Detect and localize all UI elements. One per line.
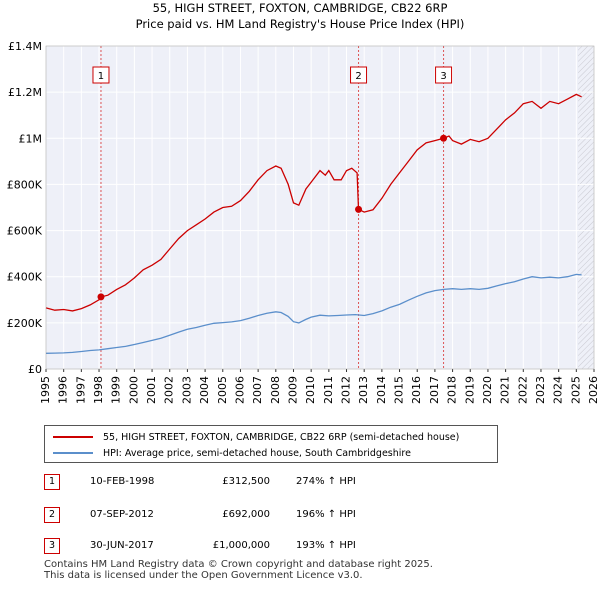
x-tick-label: 2013: [357, 376, 370, 404]
x-tick-label: 2026: [587, 376, 600, 404]
y-tick-label: £800K: [7, 178, 43, 191]
x-tick-label: 2022: [516, 376, 529, 404]
x-tick-label: 2001: [145, 376, 158, 404]
y-tick-label: £1.4M: [8, 40, 42, 53]
chart-title: 55, HIGH STREET, FOXTON, CAMBRIDGE, CB22…: [153, 1, 448, 15]
sale-hpi-change: 274% ↑ HPI: [296, 476, 356, 487]
x-tick-label: 2016: [410, 376, 423, 404]
sale-price: £312,500: [222, 476, 270, 487]
sale-marker-label: 2: [44, 507, 60, 523]
y-tick-label: £200K: [7, 317, 43, 330]
x-tick-label: 1999: [110, 376, 123, 404]
footer-licence: This data is licensed under the Open Gov…: [44, 570, 363, 581]
sale-point: [440, 134, 448, 142]
sale-price: £692,000: [222, 509, 270, 520]
legend-label-property: 55, HIGH STREET, FOXTON, CAMBRIDGE, CB22…: [103, 431, 460, 443]
x-tick-label: 2007: [251, 376, 264, 404]
sale-hpi-change: 193% ↑ HPI: [296, 540, 356, 551]
sale-date: 07-SEP-2012: [90, 509, 154, 520]
x-tick-label: 2008: [269, 376, 282, 404]
x-tick-label: 1997: [74, 376, 87, 404]
x-tick-label: 2003: [180, 376, 193, 404]
transaction-row: 2 07-SEP-2012 £692,000 196% ↑ HPI: [44, 507, 564, 525]
x-tick-label: 2020: [481, 376, 494, 404]
legend-item-property: 55, HIGH STREET, FOXTON, CAMBRIDGE, CB22…: [53, 429, 459, 445]
sale-point: [97, 293, 105, 301]
x-tick-label: 2011: [322, 376, 335, 404]
x-tick-label: 2024: [552, 376, 565, 404]
price-chart: 55, HIGH STREET, FOXTON, CAMBRIDGE, CB22…: [7, 1, 600, 404]
legend-swatch-property: [53, 436, 93, 438]
sale-marker-label: 3: [44, 538, 60, 554]
y-tick-label: £1M: [19, 132, 43, 145]
legend: 55, HIGH STREET, FOXTON, CAMBRIDGE, CB22…: [44, 425, 498, 463]
x-tick-label: 2021: [499, 376, 512, 404]
hpi-line: [45, 273, 582, 354]
x-tick-label: 2018: [446, 376, 459, 404]
legend-item-hpi: HPI: Average price, semi-detached house,…: [53, 445, 411, 461]
transaction-row: 3 30-JUN-2017 £1,000,000 193% ↑ HPI: [44, 538, 564, 556]
footer: Contains HM Land Registry data © Crown c…: [44, 559, 433, 581]
x-tick-label: 2023: [534, 376, 547, 404]
sale-marker-label: 3: [440, 71, 446, 82]
x-tick-label: 1998: [92, 376, 105, 404]
sale-marker-label: 1: [44, 474, 60, 490]
sale-marker-box: [435, 66, 453, 84]
y-tick-label: £400K: [7, 271, 43, 284]
plot-border: [45, 45, 595, 370]
legend-swatch-hpi: [53, 452, 93, 454]
x-tick-label: 2017: [428, 376, 441, 404]
plot-area: [46, 46, 594, 369]
sale-date: 30-JUN-2017: [90, 540, 154, 551]
x-tick-label: 1996: [57, 376, 70, 404]
footer-copyright: Contains HM Land Registry data © Crown c…: [44, 559, 433, 570]
x-tick-label: 2025: [569, 376, 582, 404]
sale-marker-box: [350, 66, 368, 84]
x-tick-label: 2000: [127, 376, 140, 404]
x-tick-label: 2009: [286, 376, 299, 404]
x-tick-label: 2012: [340, 376, 353, 404]
sale-marker-label: 1: [98, 71, 104, 82]
legend-label-hpi: HPI: Average price, semi-detached house,…: [103, 447, 411, 459]
y-tick-label: £1.2M: [8, 86, 42, 99]
sale-marker-label: 2: [355, 71, 361, 82]
sale-point: [355, 205, 363, 213]
x-tick-label: 2005: [216, 376, 229, 404]
sale-date: 10-FEB-1998: [90, 476, 155, 487]
sale-price: £1,000,000: [212, 540, 270, 551]
x-tick-label: 2014: [375, 376, 388, 404]
x-tick-label: 2015: [393, 376, 406, 404]
x-tick-label: 2002: [163, 376, 176, 404]
x-tick-label: 2019: [463, 376, 476, 404]
x-tick-label: 2006: [233, 376, 246, 404]
y-tick-label: £0: [28, 363, 42, 376]
x-tick-label: 1995: [39, 376, 52, 404]
forecast-region: [578, 46, 594, 369]
chart-subtitle: Price paid vs. HM Land Registry's House …: [136, 17, 465, 31]
transaction-row: 1 10-FEB-1998 £312,500 274% ↑ HPI: [44, 474, 564, 492]
x-tick-label: 2004: [198, 376, 211, 404]
x-tick-label: 2010: [304, 376, 317, 404]
property-price-line: [45, 93, 582, 312]
y-tick-label: £600K: [7, 225, 43, 238]
sale-marker-box: [92, 66, 110, 84]
sale-hpi-change: 196% ↑ HPI: [296, 509, 356, 520]
